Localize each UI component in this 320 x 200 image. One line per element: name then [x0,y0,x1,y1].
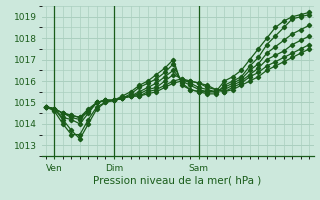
X-axis label: Pression niveau de la mer( hPa ): Pression niveau de la mer( hPa ) [93,175,262,185]
